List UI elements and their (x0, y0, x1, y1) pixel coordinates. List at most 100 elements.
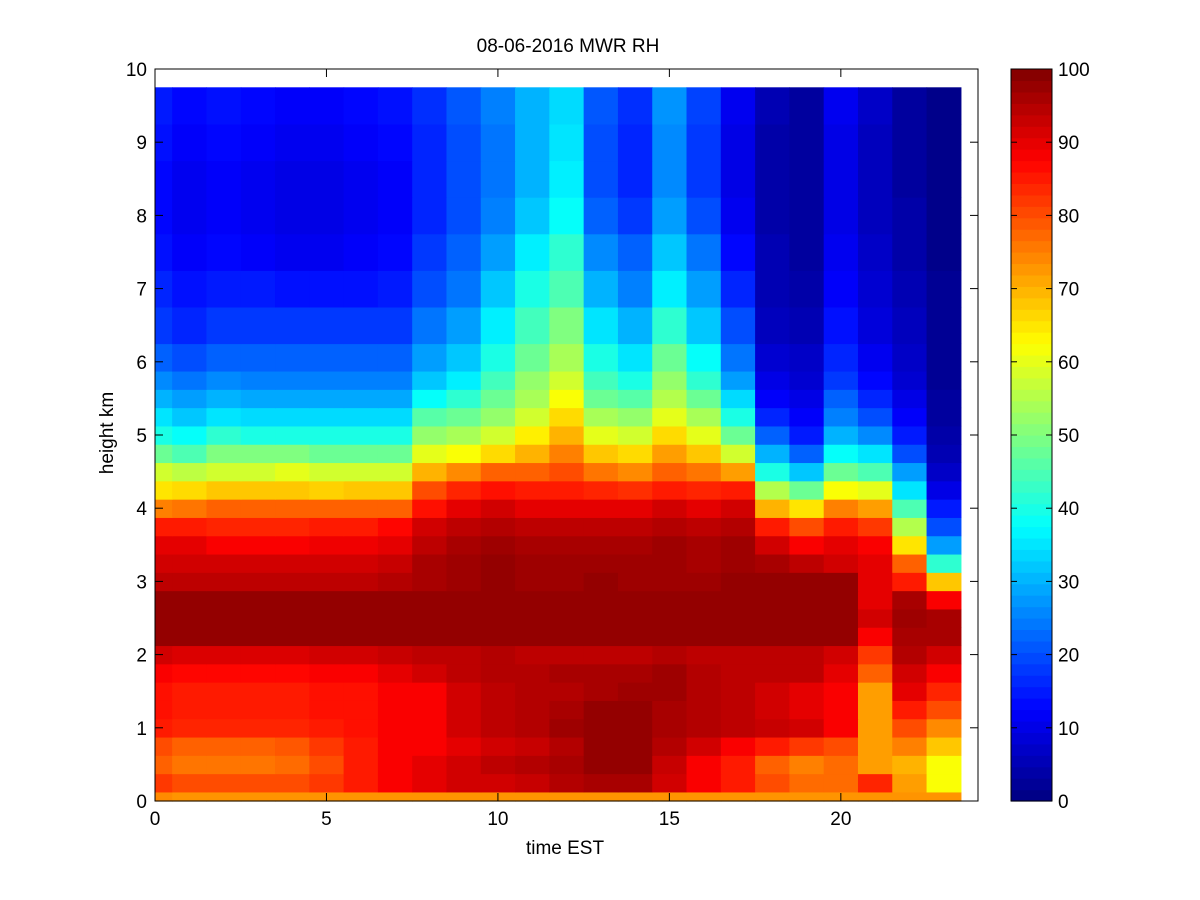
heatmap-cell (172, 718, 208, 738)
heatmap-cell (549, 425, 585, 445)
heatmap-cell (446, 773, 482, 793)
heatmap-cell (755, 535, 790, 555)
heatmap-cell (652, 197, 688, 235)
heatmap-cell (515, 160, 550, 198)
heatmap-cell (275, 123, 310, 162)
heatmap-cell (240, 590, 276, 610)
colorbar-segment (1011, 354, 1052, 367)
heatmap-cell (206, 343, 242, 372)
heatmap-cell (275, 444, 310, 464)
heatmap-cell (823, 87, 859, 125)
heatmap-cell (755, 389, 790, 409)
heatmap-cell (617, 791, 653, 802)
heatmap-cell (926, 627, 962, 647)
heatmap-cell (377, 553, 413, 573)
heatmap-cell (926, 462, 962, 482)
heatmap-cell (172, 197, 208, 235)
heatmap-cell (480, 645, 516, 665)
heatmap-cell (652, 755, 688, 775)
heatmap-cell (155, 663, 173, 683)
heatmap-cell (172, 553, 208, 573)
heatmap-cell (155, 682, 173, 701)
heatmap-cell (343, 306, 379, 345)
heatmap-cell (480, 590, 516, 610)
heatmap-cell (617, 343, 653, 372)
heatmap-cell (720, 389, 756, 409)
heatmap-cell (515, 572, 550, 592)
heatmap-cell (617, 773, 653, 793)
heatmap-cell (583, 123, 619, 162)
heatmap-cell (549, 499, 585, 518)
heatmap-cell (412, 425, 448, 445)
heatmap-cell (583, 87, 619, 125)
y-tick-label: 9 (136, 133, 147, 154)
heatmap-cell (515, 270, 550, 308)
heatmap-cell (686, 407, 722, 427)
heatmap-cell (549, 645, 585, 665)
colorbar-segment (1011, 549, 1052, 562)
heatmap-cell (446, 270, 482, 308)
heatmap-cell (206, 535, 242, 555)
heatmap-cell (275, 736, 310, 756)
heatmap-cell (377, 389, 413, 409)
heatmap-cell (617, 499, 653, 518)
heatmap-cell (652, 608, 688, 628)
heatmap-cell (412, 444, 448, 464)
heatmap-cell (652, 572, 688, 592)
heatmap-cell (172, 444, 208, 464)
heatmap-cell (686, 773, 722, 793)
heatmap-cell (720, 590, 756, 610)
heatmap-cell (515, 123, 550, 162)
heatmap-cell (549, 233, 585, 271)
heatmap-cell (720, 233, 756, 271)
heatmap-cell (789, 160, 825, 198)
heatmap-cell (617, 270, 653, 308)
heatmap-cell (823, 444, 859, 464)
heatmap-cell (617, 197, 653, 235)
heatmap-cell (275, 572, 310, 592)
heatmap-cell (686, 389, 722, 409)
heatmap-cell (720, 270, 756, 308)
heatmap-cell (892, 123, 928, 162)
heatmap-cell (309, 389, 345, 409)
heatmap-cell (240, 718, 276, 738)
heatmap-cell (686, 791, 722, 802)
heatmap-cell (240, 389, 276, 409)
heatmap-cell (343, 499, 379, 518)
heatmap-cell (926, 736, 962, 756)
heatmap-cell (755, 553, 790, 573)
heatmap-cell (823, 480, 859, 500)
heatmap-cell (823, 535, 859, 555)
heatmap-cell (172, 389, 208, 409)
heatmap-cell (583, 535, 619, 555)
heatmap-cell (172, 233, 208, 271)
heatmap-cell (172, 517, 208, 537)
heatmap-cell (343, 590, 379, 610)
heatmap-cell (892, 627, 928, 647)
heatmap-cell (549, 590, 585, 610)
colorbar-segment (1011, 240, 1052, 253)
heatmap-cell (617, 517, 653, 537)
heatmap-cell (926, 160, 962, 198)
heatmap-cell (412, 270, 448, 308)
heatmap-cell (583, 343, 619, 372)
heatmap-cell (377, 773, 413, 793)
heatmap-cell (515, 608, 550, 628)
heatmap-cell (823, 663, 859, 683)
heatmap-cell (686, 444, 722, 464)
heatmap-cell (926, 718, 962, 738)
colorbar-tick-label: 50 (1058, 426, 1079, 447)
heatmap-cell (617, 645, 653, 665)
heatmap-cell (549, 791, 585, 802)
heatmap-cell (343, 389, 379, 409)
heatmap-cell (583, 791, 619, 802)
heatmap-cell (480, 517, 516, 537)
heatmap-cell (720, 608, 756, 628)
heatmap-cell (583, 389, 619, 409)
heatmap-cell (275, 407, 310, 427)
heatmap-cell (652, 663, 688, 683)
heatmap-cell (720, 444, 756, 464)
heatmap-cell (823, 160, 859, 198)
heatmap-cell (206, 791, 242, 802)
heatmap-cell (309, 682, 345, 701)
